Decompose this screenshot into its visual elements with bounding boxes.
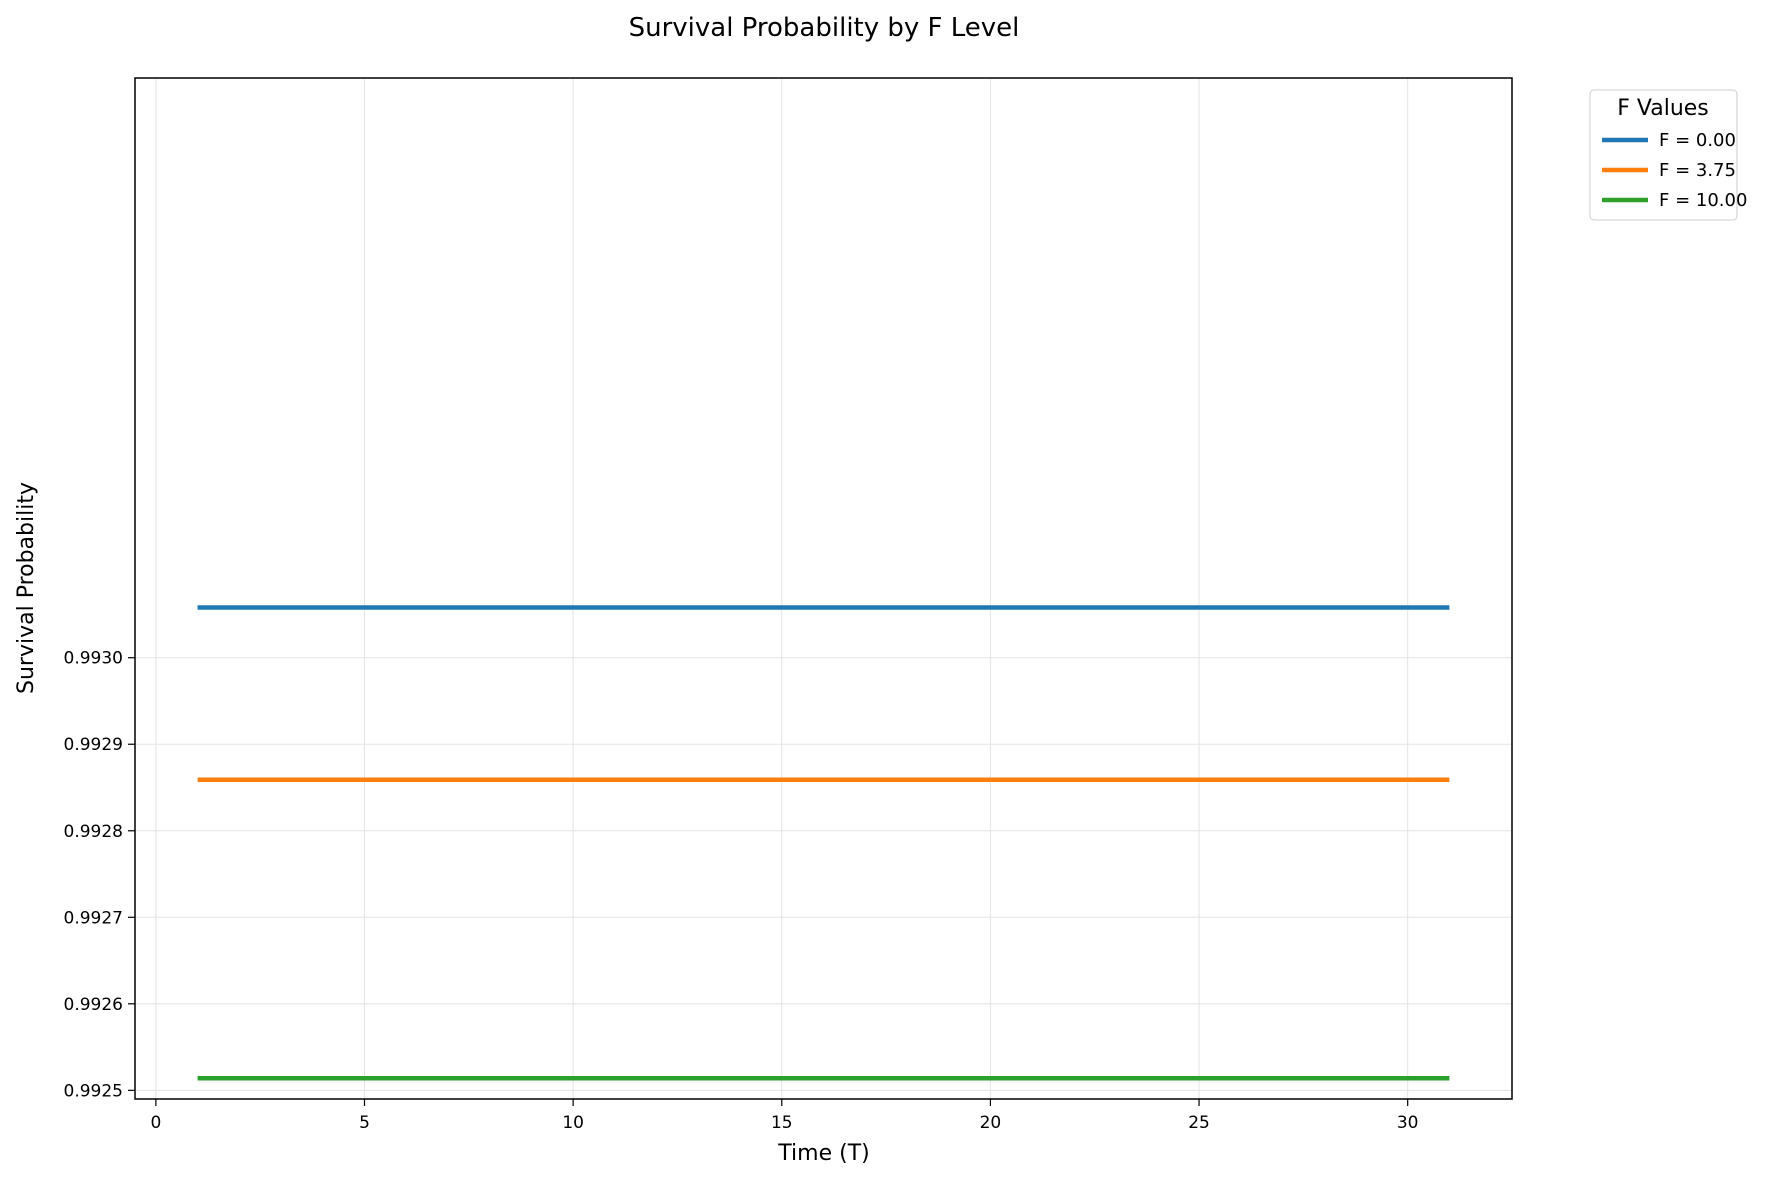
y-axis-ticks: 0.9925 0.9926 0.9927 0.9928 0.9929 0.9930 (64, 649, 135, 1101)
y-tick-label: 0.9926 (64, 995, 123, 1015)
x-axis-label: Time (T) (777, 1141, 869, 1166)
y-axis-label: Survival Probability (14, 482, 39, 694)
legend-title: F Values (1617, 96, 1709, 121)
legend-items: F = 0.00 F = 3.75 F = 10.00 (1602, 130, 1747, 211)
y-tick-label: 0.9928 (64, 822, 123, 842)
legend-label: F = 10.00 (1659, 190, 1747, 211)
y-tick-label: 0.9930 (64, 649, 123, 669)
y-tick-label: 0.9929 (64, 735, 123, 755)
chart-title: Survival Probability by F Level (629, 13, 1020, 43)
x-tick-label: 20 (980, 1113, 1002, 1133)
x-tick-label: 5 (359, 1113, 370, 1133)
grid-lines (135, 78, 1512, 1099)
x-tick-label: 30 (1397, 1113, 1419, 1133)
x-tick-label: 10 (562, 1113, 584, 1133)
legend: F Values F = 0.00 F = 3.75 F = 10.00 (1589, 89, 1747, 221)
plot-frame (134, 77, 1513, 1100)
series-lines (197, 605, 1450, 1081)
y-tick-label: 0.9925 (64, 1081, 123, 1101)
legend-box (1589, 89, 1738, 221)
legend-label: F = 0.00 (1659, 130, 1736, 151)
legend-label: F = 3.75 (1659, 160, 1736, 181)
x-tick-label: 0 (150, 1113, 161, 1133)
x-tick-label: 25 (1188, 1113, 1210, 1133)
x-axis-ticks: 0 5 10 15 20 25 30 (150, 1099, 1419, 1133)
x-tick-label: 15 (771, 1113, 793, 1133)
plot-area (134, 77, 1513, 1100)
y-tick-label: 0.9927 (64, 908, 123, 928)
plot-background (135, 78, 1512, 1099)
